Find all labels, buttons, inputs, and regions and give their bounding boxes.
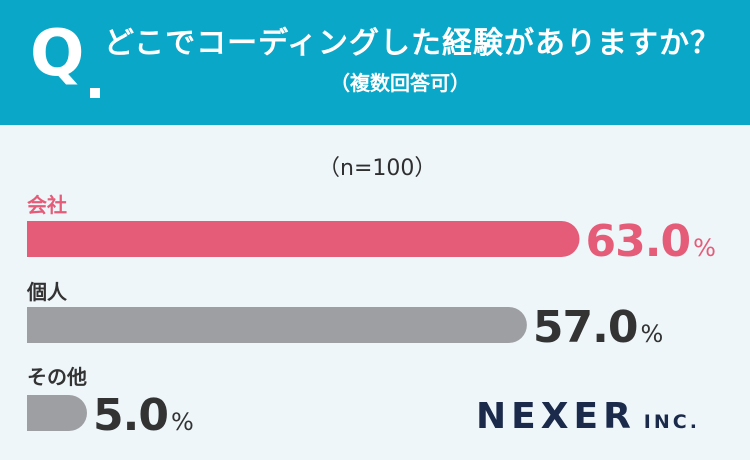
question-text: どこでコーディングした経験がありますか？: [104, 26, 721, 61]
value-label: 57.0%: [533, 302, 663, 353]
category-label: 個人: [26, 280, 68, 304]
value-label: 5.0%: [93, 390, 194, 441]
sample-size-label: （n=100）: [318, 156, 437, 181]
question-q-mark: Q: [30, 17, 85, 91]
bar: [27, 307, 527, 343]
question-header: Q どこでコーディングした経験がありますか？ （複数回答可）: [0, 0, 750, 125]
brand-suffix: INC.: [643, 411, 700, 433]
nexer-logo: NEXER INC.: [476, 396, 700, 437]
category-label: 会社: [27, 193, 67, 217]
value-label: 63.0%: [586, 216, 716, 267]
brand-name: NEXER: [476, 396, 636, 437]
bar: [27, 395, 87, 431]
question-q-dot: [90, 88, 100, 98]
question-subnote: （複数回答可）: [330, 71, 470, 95]
category-label: その他: [27, 365, 87, 389]
bar: [27, 221, 580, 257]
